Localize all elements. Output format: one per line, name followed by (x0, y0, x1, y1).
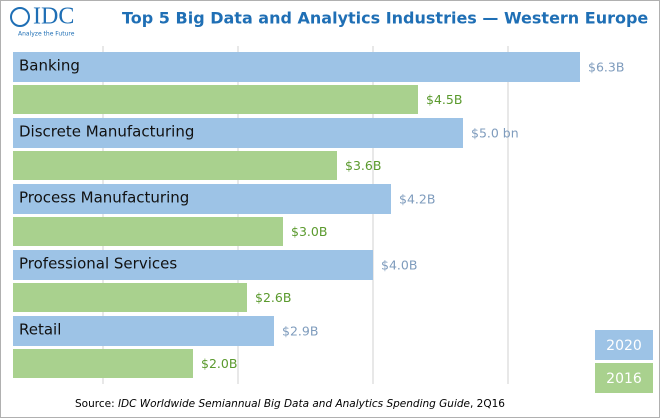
bar (13, 316, 274, 346)
chart-title: Top 5 Big Data and Analytics Industries … (122, 9, 648, 28)
value-label: $4.5B (426, 92, 462, 107)
logo-tagline: Analyze the Future (18, 31, 75, 38)
category-label: Banking (19, 57, 80, 75)
category-label: Retail (19, 321, 61, 339)
bar (13, 151, 337, 180)
logo-name: IDC (33, 4, 74, 30)
value-label: $3.6B (345, 158, 381, 173)
source-title: IDC Worldwide Semiannual Big Data and An… (118, 398, 470, 410)
logo: IDC Analyze the Future (10, 4, 75, 38)
category-label: Process Manufacturing (19, 189, 189, 207)
logo-globe (10, 7, 30, 27)
bar (13, 250, 373, 280)
bars: $6.3B $4.5B Banking $5.0 bn $3.6B Discrete Ma… (13, 52, 624, 378)
bar (13, 118, 463, 148)
bar (13, 184, 391, 214)
legend-swatch (595, 363, 653, 393)
bar (13, 217, 283, 246)
value-label: $6.3B (588, 60, 624, 75)
category-label: Discrete Manufacturing (19, 123, 194, 141)
value-label: $2.6B (255, 290, 291, 305)
bar (13, 85, 418, 114)
source-suffix: , 2Q16 (470, 398, 505, 410)
legend-label: 2016 (606, 371, 642, 387)
value-label: $4.0B (381, 258, 417, 273)
legend: 2020 2016 (595, 330, 653, 393)
legend-swatch (595, 330, 653, 360)
value-label: $2.0B (201, 356, 237, 371)
bar (13, 283, 247, 312)
value-label: $5.0 bn (471, 126, 519, 141)
category-label: Professional Services (19, 255, 177, 273)
legend-label: 2020 (606, 338, 642, 354)
value-label: $3.0B (291, 224, 327, 239)
bar (13, 349, 193, 378)
source-note: Source: IDC Worldwide Semiannual Big Dat… (75, 398, 505, 410)
bar (13, 52, 580, 82)
source-prefix: Source: (75, 398, 118, 410)
value-label: $2.9B (282, 324, 318, 339)
value-label: $4.2B (399, 192, 435, 207)
